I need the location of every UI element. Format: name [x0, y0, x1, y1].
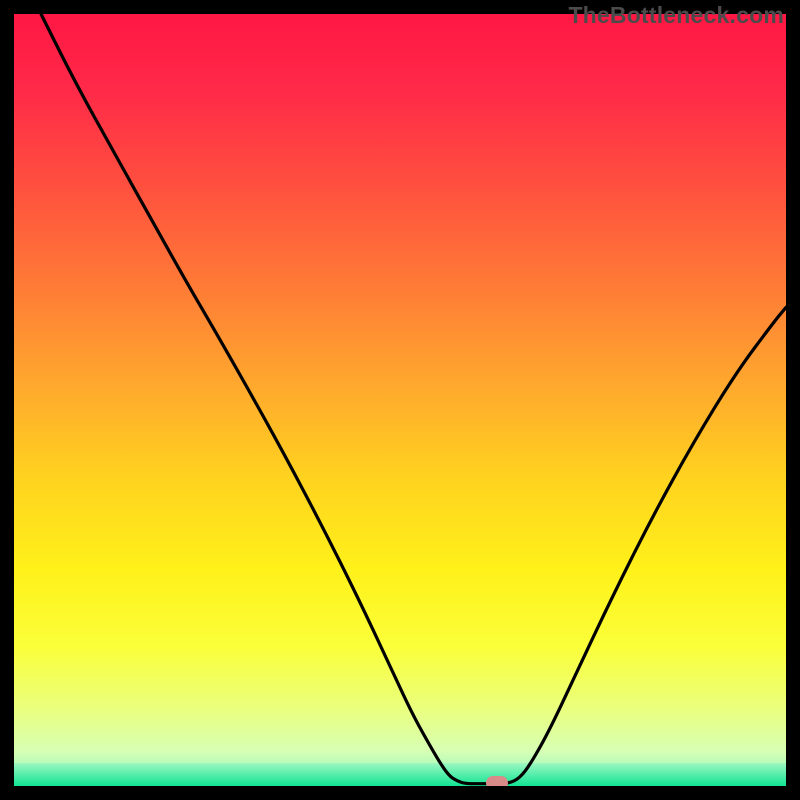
optimal-point-marker [486, 776, 508, 786]
watermark-label: TheBottleneck.com [568, 2, 784, 29]
chart-frame: TheBottleneck.com [0, 0, 800, 800]
plot-area [14, 14, 786, 786]
bottleneck-curve [14, 14, 786, 786]
